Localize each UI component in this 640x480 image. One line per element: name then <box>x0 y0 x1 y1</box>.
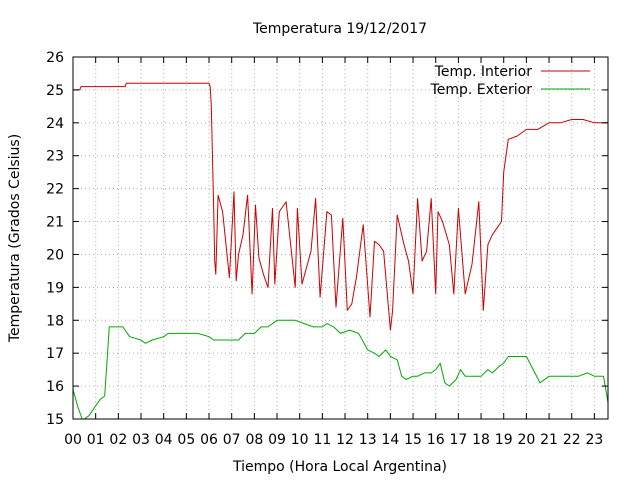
x-axis: 00 01 02 03 04 05 06 07 08 09 10 11 12 13 14 15 16 17 18 19… <box>64 57 603 448</box>
y-tick-label: 26 <box>46 50 64 66</box>
x-tick-label: 05 <box>177 432 195 448</box>
x-tick-label: 11 <box>313 432 331 448</box>
x-tick-label: 18 <box>472 432 490 448</box>
x-tick-label: 13 <box>359 432 377 448</box>
y-tick-label: 20 <box>46 247 64 263</box>
legend: Temp. Interior Temp. Exterior <box>430 64 590 98</box>
grid <box>73 57 608 419</box>
x-tick-label: 21 <box>540 432 558 448</box>
chart-title: Temperatura 19/12/2017 <box>252 21 427 37</box>
x-tick-label: 00 <box>64 432 82 448</box>
x-tick-label: 03 <box>132 432 150 448</box>
x-axis-label: Tiempo (Hora Local Argentina) <box>232 459 447 475</box>
x-tick-label: 09 <box>268 432 286 448</box>
y-tick-label: 21 <box>46 215 64 231</box>
x-tick-label: 02 <box>109 432 127 448</box>
x-tick-label: 10 <box>291 432 309 448</box>
legend-label-interior: Temp. Interior <box>434 64 533 80</box>
y-tick-label: 23 <box>46 149 64 165</box>
x-tick-label: 20 <box>517 432 535 448</box>
x-tick-label: 19 <box>495 432 513 448</box>
y-axis-label: Temperatura (Grados Celsius) <box>7 134 23 343</box>
y-tick-label: 18 <box>46 313 64 329</box>
y-tick-label: 17 <box>46 346 64 362</box>
y-tick-label: 19 <box>46 280 64 296</box>
x-tick-label: 16 <box>427 432 445 448</box>
x-tick-label: 08 <box>245 432 263 448</box>
legend-label-exterior: Temp. Exterior <box>430 82 533 98</box>
y-tick-label: 16 <box>46 379 64 395</box>
y-tick-label: 15 <box>46 412 64 428</box>
y-tick-label: 22 <box>46 182 64 198</box>
y-tick-label: 25 <box>46 83 64 99</box>
x-tick-label: 15 <box>404 432 422 448</box>
plot-frame <box>72 56 609 420</box>
x-tick-label: 14 <box>381 432 399 448</box>
x-tick-label: 01 <box>87 432 105 448</box>
x-tick-label: 04 <box>155 432 173 448</box>
y-axis: 15 16 17 18 19 20 21 22 23 24 25 26 <box>46 50 608 428</box>
series-line-interior <box>73 82 608 331</box>
x-tick-label: 23 <box>585 432 603 448</box>
x-tick-label: 06 <box>200 432 218 448</box>
x-tick-label: 17 <box>449 432 467 448</box>
y-tick-label: 24 <box>46 116 64 132</box>
x-tick-label: 07 <box>223 432 241 448</box>
series-layer <box>72 82 609 420</box>
x-tick-label: 22 <box>563 432 581 448</box>
x-tick-label: 12 <box>336 432 354 448</box>
series-line-exterior <box>72 319 609 420</box>
